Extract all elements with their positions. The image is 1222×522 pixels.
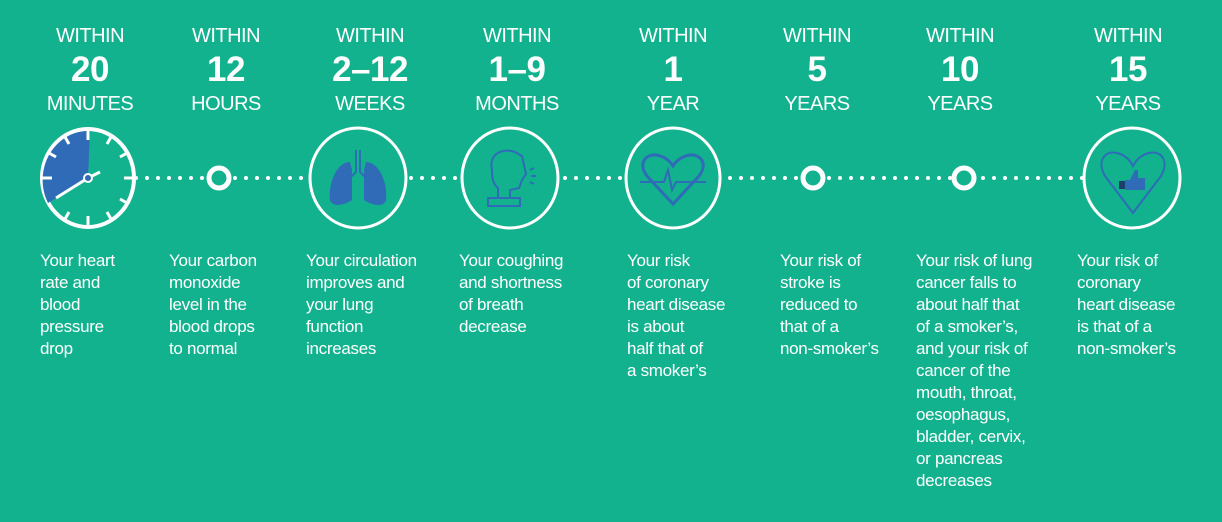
within-label: WITHIN xyxy=(482,25,552,47)
milestone-description: Your risk of coronary heart disease is a… xyxy=(627,251,726,380)
milestone-description: Your carbon monoxide level in the blood … xyxy=(169,251,257,358)
within-label: WITHIN xyxy=(782,25,852,47)
coughing-head-icon xyxy=(460,126,560,230)
ring-marker-icon xyxy=(951,165,977,191)
time-unit: YEARS xyxy=(927,93,993,115)
within-label: WITHIN xyxy=(1093,25,1163,47)
time-unit: YEARS xyxy=(784,93,850,115)
milestone-description: Your coughing and shortness of breath de… xyxy=(459,251,564,336)
time-number: 1 xyxy=(663,50,683,89)
milestone-header: WITHIN 2–12 WEEKS xyxy=(300,22,440,118)
within-label: WITHIN xyxy=(925,25,995,47)
milestone-description: Your risk of stroke is reduced to that o… xyxy=(780,251,879,358)
milestone-header: WITHIN 1–9 MONTHS xyxy=(447,22,587,118)
time-number: 12 xyxy=(207,50,245,89)
milestone-description: Your heart rate and blood pressure drop xyxy=(40,251,115,358)
milestone-header: WITHIN 1 YEAR xyxy=(603,22,743,118)
time-number: 10 xyxy=(941,50,979,89)
time-unit: MONTHS xyxy=(475,93,559,115)
milestone-description: Your circulation improves and your lung … xyxy=(306,251,417,358)
time-unit: WEEKS xyxy=(335,93,405,115)
milestone-header: WITHIN 15 YEARS xyxy=(1058,22,1198,118)
time-unit: YEARS xyxy=(1095,93,1161,115)
milestone-header: WITHIN 20 MINUTES xyxy=(20,22,160,118)
time-unit: MINUTES xyxy=(46,93,134,115)
milestone-header: WITHIN 10 YEARS xyxy=(890,22,1030,118)
time-number: 2–12 xyxy=(332,50,408,89)
time-unit: YEAR xyxy=(646,93,700,115)
time-number: 15 xyxy=(1109,50,1147,89)
within-label: WITHIN xyxy=(335,25,405,47)
within-label: WITHIN xyxy=(638,25,708,47)
within-label: WITHIN xyxy=(55,25,125,47)
milestone-header: WITHIN 12 HOURS xyxy=(156,22,296,118)
milestone-header: WITHIN 5 YEARS xyxy=(747,22,887,118)
ring-marker-icon xyxy=(206,165,232,191)
milestone-description: Your risk of coronary heart disease is t… xyxy=(1077,251,1176,358)
lungs-icon xyxy=(308,126,408,230)
time-number: 1–9 xyxy=(488,50,546,89)
heartbeat-icon xyxy=(624,126,722,230)
ring-marker-icon xyxy=(800,165,826,191)
within-label: WITHIN xyxy=(191,25,261,47)
clock-icon xyxy=(40,127,136,229)
time-unit: HOURS xyxy=(191,93,261,115)
time-number: 20 xyxy=(71,50,109,89)
time-number: 5 xyxy=(807,50,827,89)
heart-thumbs-up-icon xyxy=(1082,126,1182,230)
milestone-description: Your risk of lung cancer falls to about … xyxy=(916,251,1033,490)
